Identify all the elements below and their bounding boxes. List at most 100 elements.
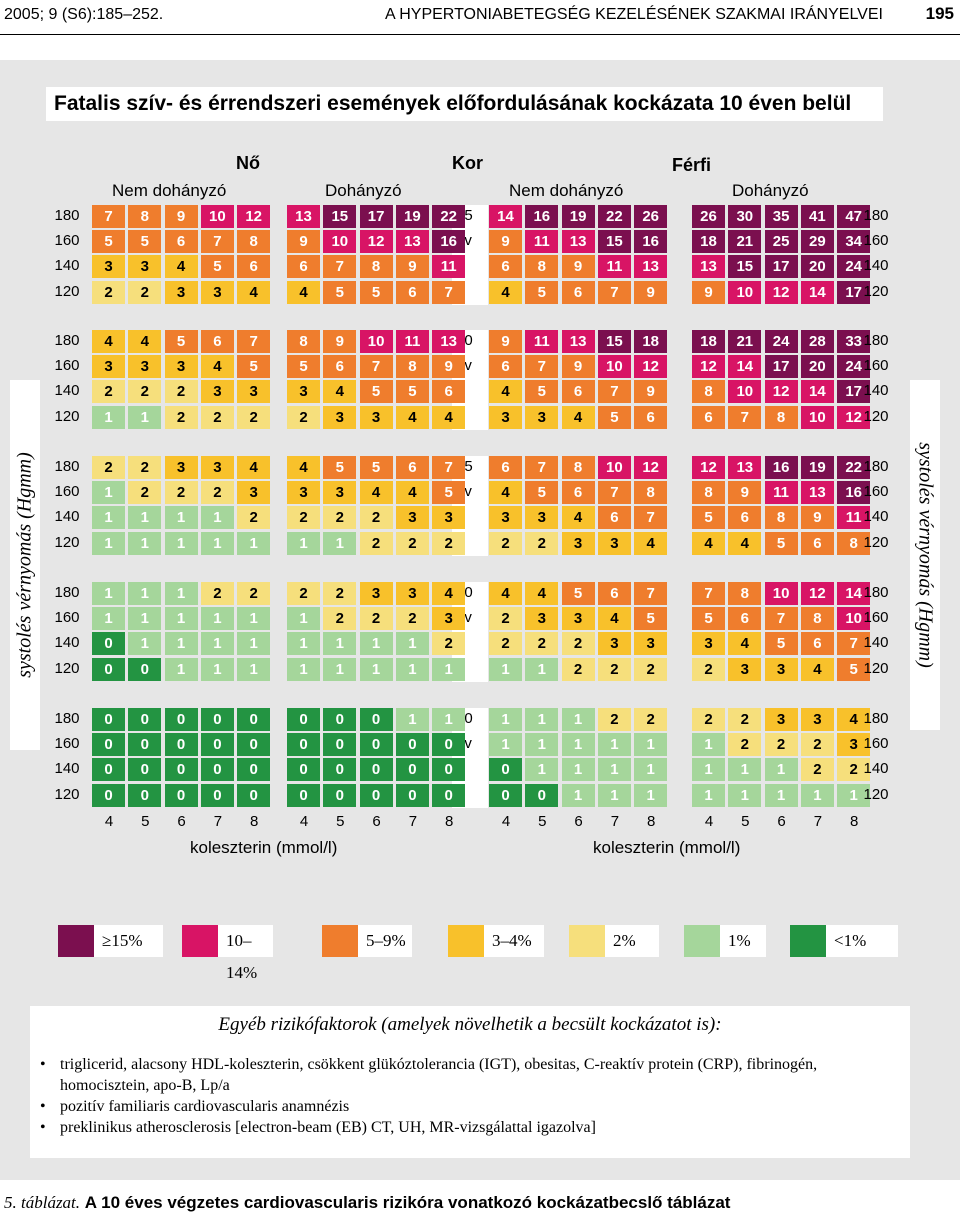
risk-cell: 4 xyxy=(692,531,725,555)
risk-cell: 1 xyxy=(128,582,162,605)
risk-cell: 1 xyxy=(489,708,522,731)
risk-cell: 0 xyxy=(323,708,357,731)
risk-cell: 5 xyxy=(837,657,871,681)
risk-cell: 7 xyxy=(597,380,631,404)
risk-cell: 2 xyxy=(92,456,125,479)
risk-cell: 1 xyxy=(237,657,271,681)
risk-cell: 4 xyxy=(200,355,234,379)
cholesterol-tick: 6 xyxy=(372,813,381,830)
risk-cell: 2 xyxy=(728,733,762,757)
risk-cell: 2 xyxy=(200,481,234,505)
risk-cell: 5 xyxy=(634,607,668,631)
risk-cell: 3 xyxy=(323,481,357,505)
bp-label-right: 180 xyxy=(863,458,889,475)
risk-cell: 3 xyxy=(164,280,198,304)
risk-cell: 11 xyxy=(764,481,798,505)
risk-cell: 1 xyxy=(200,632,234,656)
risk-cell: 15 xyxy=(323,205,357,228)
bp-label-left: 160 xyxy=(54,483,80,501)
risk-cell: 12 xyxy=(692,355,725,379)
risk-cell: 0 xyxy=(200,783,234,807)
bp-label-left: 120 xyxy=(54,785,80,803)
bp-label-right: 140 xyxy=(863,508,889,526)
risk-cell: 6 xyxy=(237,255,271,279)
risk-cell: 0 xyxy=(164,733,198,757)
risk-cell: 1 xyxy=(164,506,198,530)
risk-cell: 2 xyxy=(200,405,234,429)
male-smoker-label: Dohányzó xyxy=(732,181,809,200)
risk-cell: 7 xyxy=(634,506,668,530)
risk-cell: 0 xyxy=(432,783,466,807)
risk-cell: 1 xyxy=(287,657,320,681)
risk-cell: 9 xyxy=(728,481,762,505)
risk-cell: 4 xyxy=(237,456,271,479)
risk-cell: 1 xyxy=(237,531,271,555)
risk-cell: 6 xyxy=(395,280,429,304)
risk-cell: 21 xyxy=(728,230,762,254)
risk-cell: 18 xyxy=(634,330,668,353)
risk-cell: 3 xyxy=(128,255,162,279)
risk-cell: 0 xyxy=(359,758,393,782)
bp-label-right: 120 xyxy=(863,282,889,300)
risk-cell: 12 xyxy=(237,205,271,228)
risk-cell: 1 xyxy=(489,657,522,681)
bp-label-left: 140 xyxy=(54,508,80,526)
chart-title: Fatalis szív- és érrendszeri események e… xyxy=(46,87,883,121)
risk-cell: 1 xyxy=(200,607,234,631)
risk-cell: 2 xyxy=(359,506,393,530)
table-caption: 5. táblázat. A 10 éves végzetes cardiova… xyxy=(4,1193,730,1213)
risk-cell: 0 xyxy=(323,783,357,807)
risk-cell: 7 xyxy=(764,607,798,631)
risk-cell: 3 xyxy=(237,380,271,404)
risk-cell: 0 xyxy=(237,758,271,782)
risk-cell: 1 xyxy=(164,531,198,555)
legend-swatch xyxy=(448,925,484,957)
risk-cell: 20 xyxy=(800,255,834,279)
risk-cell: 9 xyxy=(800,506,834,530)
risk-cell: 0 xyxy=(287,758,320,782)
risk-cell: 8 xyxy=(837,531,871,555)
risk-cell: 5 xyxy=(561,582,595,605)
risk-cell: 5 xyxy=(359,380,393,404)
risk-cell: 2 xyxy=(92,280,125,304)
risk-cell: 1 xyxy=(92,607,125,631)
legend-swatch xyxy=(684,925,720,957)
risk-cell: 1 xyxy=(92,582,125,605)
risk-cell: 4 xyxy=(359,481,393,505)
risk-cell: 0 xyxy=(287,708,320,731)
risk-cell: 8 xyxy=(764,506,798,530)
bp-label-right: 140 xyxy=(863,382,889,400)
risk-cell: 6 xyxy=(597,582,631,605)
risk-cell: 1 xyxy=(764,783,798,807)
risk-cell: 1 xyxy=(634,783,668,807)
risk-cell: 2 xyxy=(237,506,271,530)
risk-cell: 3 xyxy=(800,708,834,731)
risk-cell: 2 xyxy=(128,481,162,505)
notes-list: triglicerid, alacsony HDL-koleszterin, c… xyxy=(38,1054,910,1138)
risk-cell: 33 xyxy=(837,330,871,353)
cholesterol-tick: 8 xyxy=(647,813,656,830)
risk-cell: 20 xyxy=(800,355,834,379)
risk-cell: 0 xyxy=(128,708,162,731)
bp-label-right: 120 xyxy=(863,407,889,425)
risk-cell: 8 xyxy=(800,607,834,631)
risk-cell: 12 xyxy=(764,380,798,404)
risk-cell: 24 xyxy=(837,255,871,279)
bp-label-left: 180 xyxy=(54,458,80,475)
risk-cell: 8 xyxy=(237,230,271,254)
risk-cell: 0 xyxy=(128,783,162,807)
risk-cell: 1 xyxy=(200,506,234,530)
risk-cell: 1 xyxy=(432,708,466,731)
risk-cell: 5 xyxy=(323,280,357,304)
risk-cell: 2 xyxy=(489,632,522,656)
risk-cell: 2 xyxy=(200,582,234,605)
risk-cell: 10 xyxy=(728,280,762,304)
risk-cell: 13 xyxy=(395,230,429,254)
cholesterol-tick: 4 xyxy=(104,813,114,830)
risk-cell: 5 xyxy=(692,506,725,530)
risk-cell: 0 xyxy=(237,733,271,757)
cholesterol-tick: 8 xyxy=(850,813,859,830)
risk-cell: 11 xyxy=(525,230,559,254)
legend-swatch xyxy=(322,925,358,957)
risk-cell: 0 xyxy=(323,758,357,782)
